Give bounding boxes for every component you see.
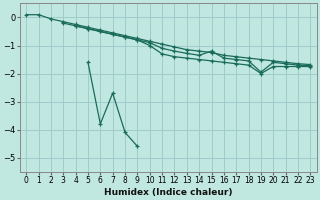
X-axis label: Humidex (Indice chaleur): Humidex (Indice chaleur) — [104, 188, 233, 197]
